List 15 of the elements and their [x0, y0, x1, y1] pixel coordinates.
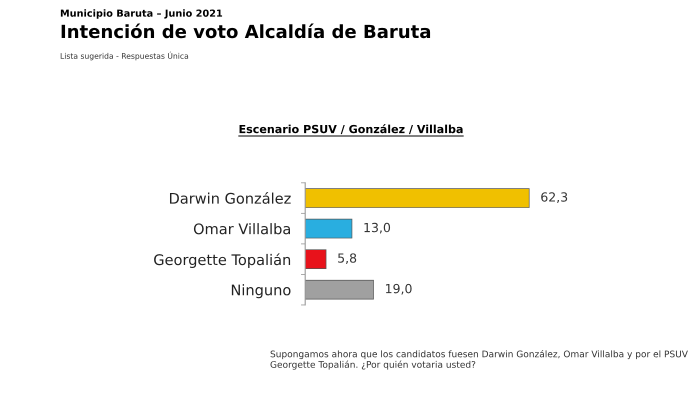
text: Supongamos ahora que los candidatos fuesen Darwin González, Omar Villalba y por el PSUV Georgette Topalián. ¿Por quién votaria usted?: [270, 350, 688, 370]
text: Municipio Baruta – Junio 2021: [60, 9, 222, 19]
y-tick-label: Ninguno: [232, 284, 291, 298]
data-label: 13,0: [364, 222, 390, 234]
y-tick-label: Omar Villalba: [194, 223, 290, 234]
text: Escenario PSUV / González / Villalba: [240, 124, 463, 134]
data-label: 62,3: [541, 192, 568, 203]
data-label: 5,8: [338, 253, 356, 264]
data-label: 19,0: [386, 284, 412, 295]
bar: [305, 218, 352, 238]
y-tick-label: Georgette Topalián: [154, 253, 290, 268]
bar: [305, 188, 530, 208]
bar: [305, 249, 326, 269]
y-tick-label: Darwin González: [170, 192, 291, 204]
chart-title: Intención de voto Alcaldía de Baruta: [62, 24, 430, 38]
